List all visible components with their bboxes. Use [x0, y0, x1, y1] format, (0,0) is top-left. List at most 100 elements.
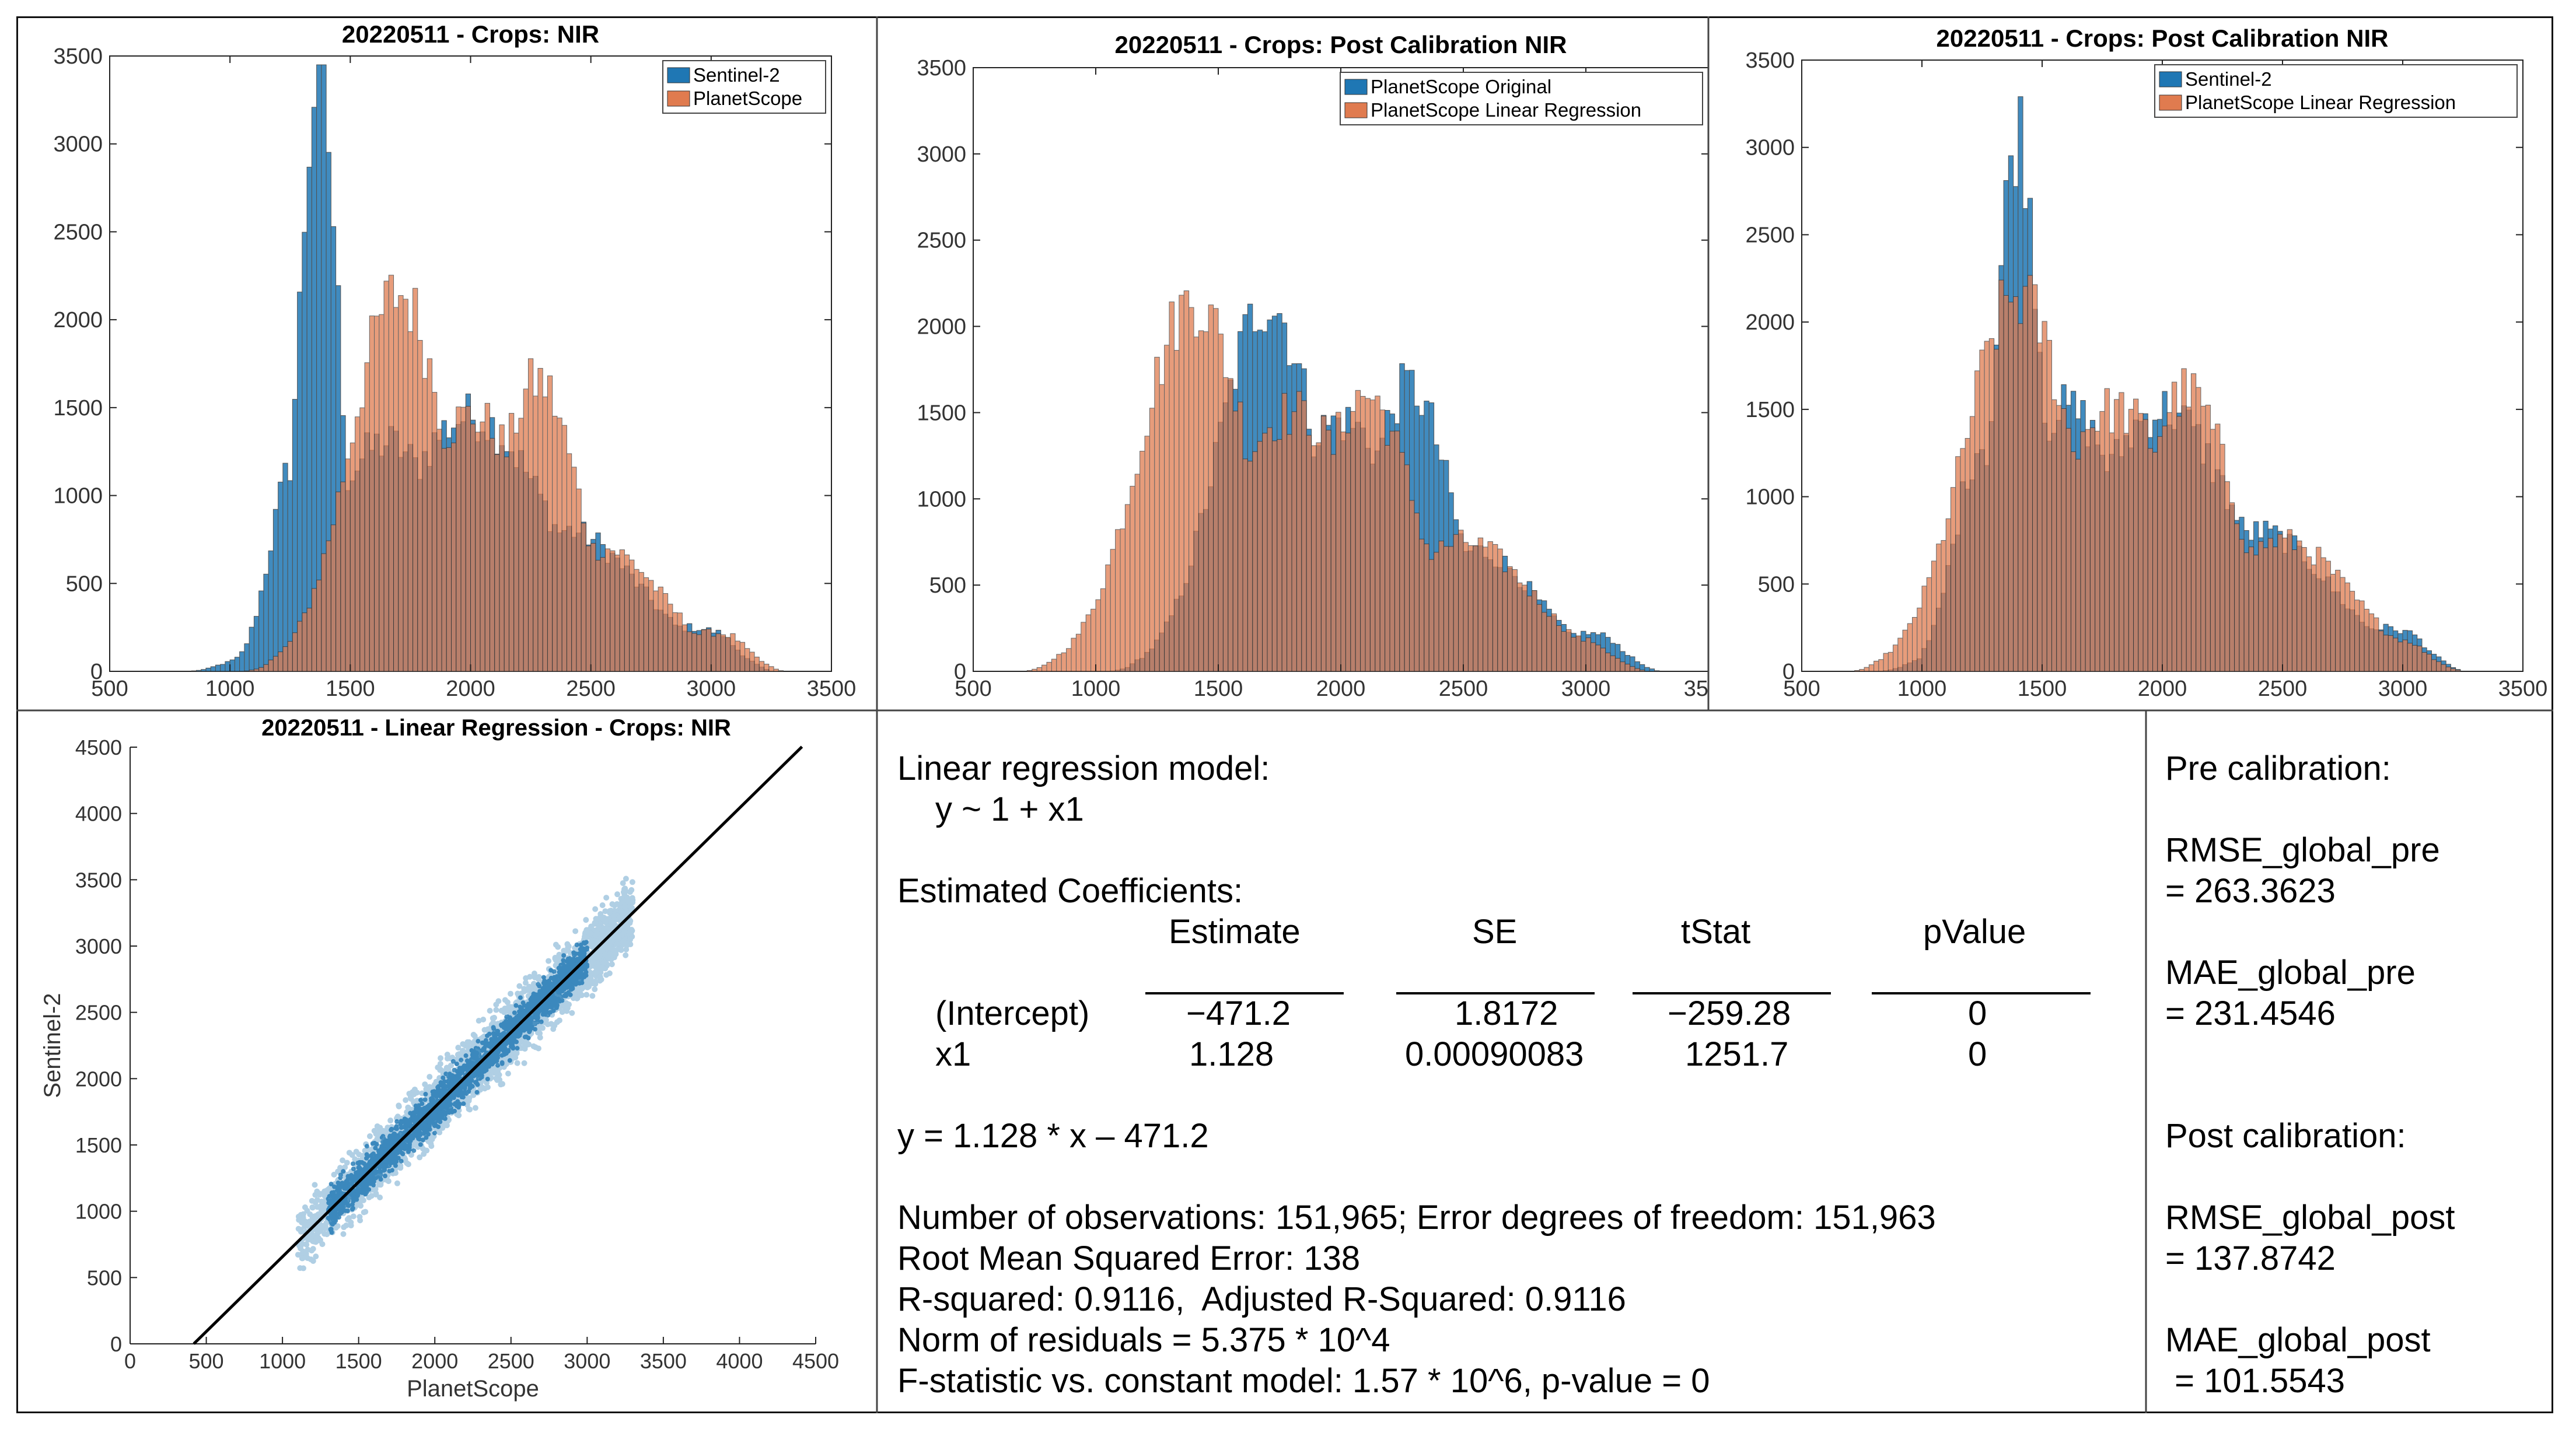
histogram-bar: [706, 628, 712, 672]
scatter-point: [607, 948, 613, 954]
histogram-bar: [1365, 398, 1371, 672]
scatter-point: [348, 1219, 354, 1225]
scatter-point: [585, 927, 592, 933]
scatter-point: [537, 1034, 543, 1041]
scatter-point: [307, 1211, 313, 1217]
scatter-point: [535, 1045, 541, 1052]
scatter-point: [627, 905, 634, 911]
scatter-point: [295, 1252, 301, 1258]
scatter-point: [470, 1032, 477, 1038]
scatter-point: [589, 955, 596, 962]
scatter-point: [554, 1019, 560, 1025]
histogram-bar: [2282, 537, 2288, 672]
histogram-bar: [1414, 513, 1420, 672]
x-tick-label: 2500: [2258, 677, 2308, 701]
scatter-point: [616, 933, 622, 940]
scatter-point: [493, 1069, 499, 1076]
histogram-bar: [460, 407, 466, 672]
scatter-point: [536, 1029, 542, 1036]
histogram-bar: [1512, 569, 1518, 672]
scatter-point: [366, 1147, 373, 1153]
scatter-point: [607, 951, 613, 958]
histogram-bar: [1100, 588, 1106, 672]
scatter-point: [611, 952, 617, 958]
histogram-bar: [1238, 401, 1243, 672]
scatter-point: [624, 894, 630, 901]
scatter-points-dense: [326, 940, 590, 1235]
scatter-point: [424, 1147, 430, 1154]
scatter-point: [378, 1181, 384, 1187]
scatter-point: [593, 933, 600, 940]
histogram-bar: [1301, 400, 1307, 672]
histogram-bar: [1955, 456, 1961, 672]
scatter-point: [396, 1104, 402, 1110]
scatter-point: [604, 917, 611, 924]
histogram-bar: [1115, 529, 1121, 672]
scatter-point: [382, 1128, 388, 1134]
y-tick-label: 2000: [53, 308, 103, 332]
scatter-point: [607, 943, 613, 950]
histogram-bar: [2330, 573, 2336, 672]
scatter-point: [314, 1197, 320, 1203]
histogram-bar: [1389, 430, 1395, 672]
scatter-point: [313, 1239, 319, 1245]
scatter-point: [593, 938, 600, 945]
scatter-point: [609, 913, 616, 920]
scatter-point: [300, 1265, 306, 1272]
histogram-bar: [1385, 444, 1390, 672]
scatter-point: [554, 956, 560, 962]
scatter-point: [596, 923, 602, 930]
scatter-point: [599, 927, 605, 933]
scatter-point: [309, 1248, 315, 1254]
scatter-point: [627, 917, 634, 924]
histogram-bar: [2190, 373, 2197, 672]
y-tick-label: 2000: [1745, 310, 1795, 335]
scatter-panel: 0 500 1000 1500 2000 2500 3000 3500 4000 4500 0 500…: [16, 710, 877, 1413]
scatter-point: [411, 1141, 417, 1147]
scatter-point: [626, 936, 632, 942]
scatter-point: [516, 983, 523, 989]
histogram-bar: [2008, 302, 2014, 672]
histogram-bar: [1561, 631, 1567, 672]
histogram-bar: [1169, 302, 1175, 672]
histogram-bar: [1203, 331, 1209, 672]
legend-label: Sentinel-2: [2185, 68, 2272, 90]
scatter-point: [428, 1134, 435, 1140]
scatter-point: [614, 901, 620, 907]
scatter-point: [312, 1199, 319, 1206]
scatter-point: [550, 1026, 557, 1032]
scatter-point: [625, 902, 631, 909]
scatter-point: [597, 964, 604, 971]
scatter-point: [448, 1062, 454, 1069]
histogram-bar: [1056, 654, 1062, 672]
histogram-bar: [1379, 409, 1386, 672]
histogram-bar: [2109, 432, 2115, 672]
histogram-bar: [1581, 640, 1586, 672]
histogram-bar: [2138, 413, 2144, 672]
scatter-chart: 0 500 1000 1500 2000 2500 3000 3500 4000 45000500…: [40, 715, 839, 1402]
x-tick-label: 3000: [2378, 677, 2428, 701]
histogram-bar: [1926, 577, 1932, 672]
histogram-bar: [1585, 637, 1591, 672]
scatter-point: [609, 961, 615, 968]
scatter-point: [427, 1084, 433, 1090]
scatter-point: [377, 1125, 383, 1131]
scatter-point: [491, 1014, 498, 1021]
histogram-bar: [1257, 441, 1263, 672]
scatter-point: [598, 966, 604, 972]
histogram-bar: [225, 661, 230, 672]
histogram-bar: [1277, 439, 1282, 672]
scatter-point: [600, 915, 607, 921]
scatter-point: [600, 958, 606, 965]
scatter-point: [303, 1241, 310, 1248]
histogram-bar: [2104, 388, 2110, 672]
scatter-point: [624, 897, 630, 903]
histogram-bar: [1228, 378, 1233, 672]
scatter-point: [383, 1176, 390, 1183]
histogram-bar: [1571, 636, 1577, 672]
scatter-point: [576, 990, 582, 996]
histogram-bar: [1551, 613, 1557, 672]
legend-label: Sentinel-2: [693, 64, 780, 86]
histogram-bar: [672, 612, 678, 672]
